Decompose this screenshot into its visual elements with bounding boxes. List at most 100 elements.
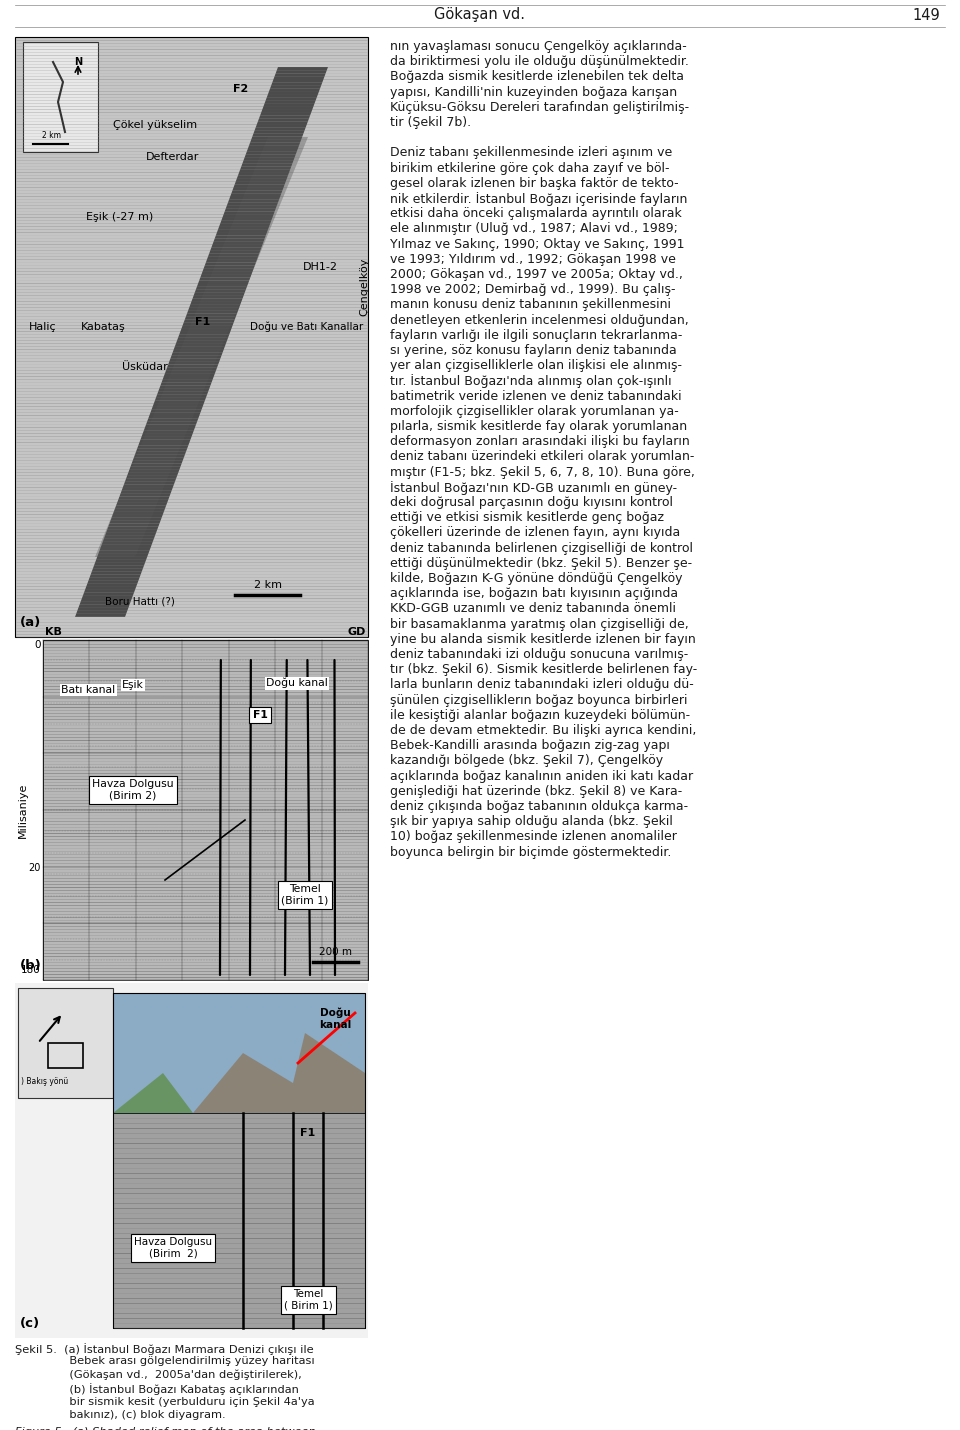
- Text: deformasyon zonları arasındaki ilişki bu fayların: deformasyon zonları arasındaki ilişki bu…: [390, 435, 689, 448]
- Text: batimetrik veride izlenen ve deniz tabanındaki: batimetrik veride izlenen ve deniz taban…: [390, 389, 682, 403]
- Polygon shape: [95, 137, 308, 558]
- Text: Küçüksu-Göksu Dereleri tarafından geliştirilmiş-: Küçüksu-Göksu Dereleri tarafından gelişt…: [390, 100, 689, 114]
- Polygon shape: [75, 67, 328, 616]
- Text: bir sismik kesit (yerbulduru için Şekil 4a'ya: bir sismik kesit (yerbulduru için Şekil …: [15, 1397, 315, 1407]
- Text: açıklarında boğaz kanalının aniden iki katı kadar: açıklarında boğaz kanalının aniden iki k…: [390, 769, 693, 782]
- Text: Gökaşan vd.: Gökaşan vd.: [435, 7, 525, 23]
- Text: İstanbul Boğazı'nın KD-GB uzanımlı en güney-: İstanbul Boğazı'nın KD-GB uzanımlı en gü…: [390, 480, 677, 495]
- Text: Doğu kanal: Doğu kanal: [266, 678, 328, 688]
- Text: Bebek-Kandilli arasında boğazın zig-zag yapı: Bebek-Kandilli arasında boğazın zig-zag …: [390, 739, 670, 752]
- Bar: [15, 982, 368, 1338]
- Polygon shape: [113, 1113, 365, 1328]
- Text: ile kesiştiği alanlar boğazın kuzeydeki bölümün-: ile kesiştiği alanlar boğazın kuzeydeki …: [390, 709, 690, 722]
- Text: fayların varlığı ile ilgili sonuçların tekrarlanma-: fayların varlığı ile ilgili sonuçların t…: [390, 329, 683, 342]
- Text: Havza Dolgusu
(Birim  2): Havza Dolgusu (Birim 2): [134, 1237, 212, 1258]
- Text: Boru Hattı (?): Boru Hattı (?): [105, 596, 175, 606]
- Text: DH1-2: DH1-2: [303, 262, 338, 272]
- Text: tir (Şekil 7b).: tir (Şekil 7b).: [390, 116, 471, 129]
- Text: (a): (a): [20, 616, 41, 629]
- Text: F2: F2: [233, 84, 249, 94]
- Text: Haliç: Haliç: [29, 322, 57, 332]
- Text: mıştır (F1-5; bkz. Şekil 5, 6, 7, 8, 10). Buna göre,: mıştır (F1-5; bkz. Şekil 5, 6, 7, 8, 10)…: [390, 466, 695, 479]
- Text: şık bir yapıya sahip olduğu alanda (bkz. Şekil: şık bir yapıya sahip olduğu alanda (bkz.…: [390, 815, 673, 828]
- Text: (Gökaşan vd.,  2005a'dan değiştirilerek),: (Gökaşan vd., 2005a'dan değiştirilerek),: [15, 1370, 301, 1380]
- Text: de de devam etmektedir. Bu ilişki ayrıca kendini,: de de devam etmektedir. Bu ilişki ayrıca…: [390, 724, 696, 736]
- Text: larla bunların deniz tabanındaki izleri olduğu dü-: larla bunların deniz tabanındaki izleri …: [390, 678, 694, 691]
- Text: Havza Dolgusu
(Birim 2): Havza Dolgusu (Birim 2): [92, 779, 174, 801]
- Bar: [43, 641, 368, 980]
- Text: denetleyen etkenlerin incelenmesi olduğundan,: denetleyen etkenlerin incelenmesi olduğu…: [390, 313, 688, 326]
- Text: Üsküdar: Üsküdar: [122, 362, 168, 372]
- Text: 20: 20: [29, 862, 41, 872]
- Text: Çökel yükselim: Çökel yükselim: [113, 120, 197, 130]
- Text: da biriktirmesi yolu ile olduğu düşünülmektedir.: da biriktirmesi yolu ile olduğu düşünülm…: [390, 56, 689, 69]
- Text: yapısı, Kandilli'nin kuzeyinden boğaza karışan: yapısı, Kandilli'nin kuzeyinden boğaza k…: [390, 86, 677, 99]
- Text: 1998 ve 2002; Demirbağ vd., 1999). Bu çalış-: 1998 ve 2002; Demirbağ vd., 1999). Bu ça…: [390, 283, 676, 296]
- Polygon shape: [113, 1072, 193, 1113]
- Bar: [15, 37, 368, 636]
- Text: (c): (c): [20, 1317, 40, 1330]
- Text: Deniz tabanı şekillenmesinde izleri aşınım ve: Deniz tabanı şekillenmesinde izleri aşın…: [390, 146, 672, 159]
- Text: (b) İstanbul Boğazı Kabataş açıklarından: (b) İstanbul Boğazı Kabataş açıklarından: [15, 1383, 299, 1396]
- Text: kazandığı bölgede (bkz. Şekil 7), Çengelköy: kazandığı bölgede (bkz. Şekil 7), Çengel…: [390, 755, 663, 768]
- Text: Eşik (-27 m): Eşik (-27 m): [86, 212, 154, 222]
- Text: Doğu ve Batı Kanallar: Doğu ve Batı Kanallar: [250, 322, 363, 332]
- Text: N: N: [74, 57, 82, 67]
- Text: pılarla, sismik kesitlerde fay olarak yorumlanan: pılarla, sismik kesitlerde fay olarak yo…: [390, 420, 687, 433]
- Text: 2000; Gökaşan vd., 1997 ve 2005a; Oktay vd.,: 2000; Gökaşan vd., 1997 ve 2005a; Oktay …: [390, 267, 683, 282]
- Text: ettiği düşünülmektedir (bkz. Şekil 5). Benzer şe-: ettiği düşünülmektedir (bkz. Şekil 5). B…: [390, 556, 692, 569]
- Text: Temel
(Birim 1): Temel (Birim 1): [281, 884, 328, 905]
- Text: şünülen çizgiselliklerın boğaz boyunca birbirleri: şünülen çizgiselliklerın boğaz boyunca b…: [390, 694, 687, 706]
- Text: 180: 180: [21, 965, 41, 975]
- Bar: [113, 992, 365, 1328]
- Text: Bebek arası gölgelendirilmiş yüzey haritası: Bebek arası gölgelendirilmiş yüzey harit…: [15, 1357, 315, 1367]
- Text: etkisi daha önceki çalışmalarda ayrıntılı olarak: etkisi daha önceki çalışmalarda ayrıntıl…: [390, 207, 682, 220]
- Text: manın konusu deniz tabanının şekillenmesini: manın konusu deniz tabanının şekillenmes…: [390, 299, 671, 312]
- Text: F1: F1: [252, 711, 268, 719]
- Text: Boğazda sismik kesitlerde izlenebilen tek delta: Boğazda sismik kesitlerde izlenebilen te…: [390, 70, 684, 83]
- Bar: [18, 988, 113, 1098]
- Text: yer alan çizgiselliklerle olan ilişkisi ele alınmış-: yer alan çizgiselliklerle olan ilişkisi …: [390, 359, 682, 372]
- Text: (b): (b): [20, 960, 41, 972]
- Text: Doğu
kanal: Doğu kanal: [319, 1008, 351, 1030]
- Text: çökelleri üzerinde de izlenen fayın, aynı kıyıda: çökelleri üzerinde de izlenen fayın, ayn…: [390, 526, 681, 539]
- Text: F1: F1: [196, 317, 210, 327]
- Text: ettiği ve etkisi sismik kesitlerde genç boğaz: ettiği ve etkisi sismik kesitlerde genç …: [390, 511, 664, 525]
- Text: 200 m: 200 m: [319, 947, 352, 957]
- Text: deniz tabanındaki izi olduğu sonucuna varılmış-: deniz tabanındaki izi olduğu sonucuna va…: [390, 648, 688, 661]
- Text: Şekil 5.  (a) İstanbul Boğazı Marmara Denizi çıkışı ile: Şekil 5. (a) İstanbul Boğazı Marmara Den…: [15, 1343, 314, 1354]
- Text: boyunca belirgin bir biçimde göstermektedir.: boyunca belirgin bir biçimde göstermekte…: [390, 845, 671, 858]
- Text: Milisaniye: Milisaniye: [18, 782, 28, 838]
- Text: bakınız), (c) blok diyagram.: bakınız), (c) blok diyagram.: [15, 1410, 226, 1420]
- Text: deniz çıkışında boğaz tabanının oldukça karma-: deniz çıkışında boğaz tabanının oldukça …: [390, 799, 688, 814]
- Text: 10) boğaz şekillenmesinde izlenen anomaliler: 10) boğaz şekillenmesinde izlenen anomal…: [390, 831, 677, 844]
- Polygon shape: [193, 1032, 365, 1113]
- Text: sı yerine, söz konusu fayların deniz tabanında: sı yerine, söz konusu fayların deniz tab…: [390, 345, 677, 358]
- Text: ve 1993; Yıldırım vd., 1992; Gökaşan 1998 ve: ve 1993; Yıldırım vd., 1992; Gökaşan 199…: [390, 253, 676, 266]
- Text: KKD-GGB uzanımlı ve deniz tabanında önemli: KKD-GGB uzanımlı ve deniz tabanında önem…: [390, 602, 676, 615]
- Text: deki doğrusal parçasının doğu kıyısını kontrol: deki doğrusal parçasının doğu kıyısını k…: [390, 496, 673, 509]
- Text: Temel
( Birim 1): Temel ( Birim 1): [283, 1290, 332, 1311]
- Bar: [23, 41, 98, 152]
- Text: yine bu alanda sismik kesitlerde izlenen bir fayın: yine bu alanda sismik kesitlerde izlenen…: [390, 633, 696, 646]
- Text: açıklarında ise, boğazın batı kıyısının açığında: açıklarında ise, boğazın batı kıyısının …: [390, 588, 678, 601]
- Text: 2 km: 2 km: [41, 132, 60, 140]
- Text: GD: GD: [348, 626, 366, 636]
- Text: 2 km: 2 km: [253, 581, 281, 591]
- Text: Figure 5.  (a) Shaded relief map of the area between: Figure 5. (a) Shaded relief map of the a…: [15, 1427, 316, 1430]
- Text: ) Bakış yönü: ) Bakış yönü: [21, 1077, 68, 1085]
- Text: deniz tabanında belirlenen çizgiselliği de kontrol: deniz tabanında belirlenen çizgiselliği …: [390, 542, 693, 555]
- Text: ele alınmıştır (Uluğ vd., 1987; Alavi vd., 1989;: ele alınmıştır (Uluğ vd., 1987; Alavi vd…: [390, 223, 678, 236]
- Text: bir basamaklanma yaratmış olan çizgiselliği de,: bir basamaklanma yaratmış olan çizgisell…: [390, 618, 688, 631]
- Text: 0: 0: [35, 641, 41, 651]
- Text: tır. İstanbul Boğazı'nda alınmış olan çok-ışınlı: tır. İstanbul Boğazı'nda alınmış olan ço…: [390, 375, 672, 389]
- Text: 149: 149: [912, 7, 940, 23]
- Text: F1: F1: [300, 1128, 316, 1138]
- Text: Batı kanal: Batı kanal: [61, 685, 115, 695]
- Text: deniz tabanı üzerindeki etkileri olarak yorumlan-: deniz tabanı üzerindeki etkileri olarak …: [390, 450, 694, 463]
- Text: Yılmaz ve Sakınç, 1990; Oktay ve Sakınç, 1991: Yılmaz ve Sakınç, 1990; Oktay ve Sakınç,…: [390, 237, 684, 250]
- Text: genişlediği hat üzerinde (bkz. Şekil 8) ve Kara-: genişlediği hat üzerinde (bkz. Şekil 8) …: [390, 785, 683, 798]
- Text: Çengelköy: Çengelköy: [359, 257, 369, 316]
- Text: birikim etkilerine göre çok daha zayıf ve böl-: birikim etkilerine göre çok daha zayıf v…: [390, 162, 669, 174]
- Text: Defterdar: Defterdar: [146, 152, 200, 162]
